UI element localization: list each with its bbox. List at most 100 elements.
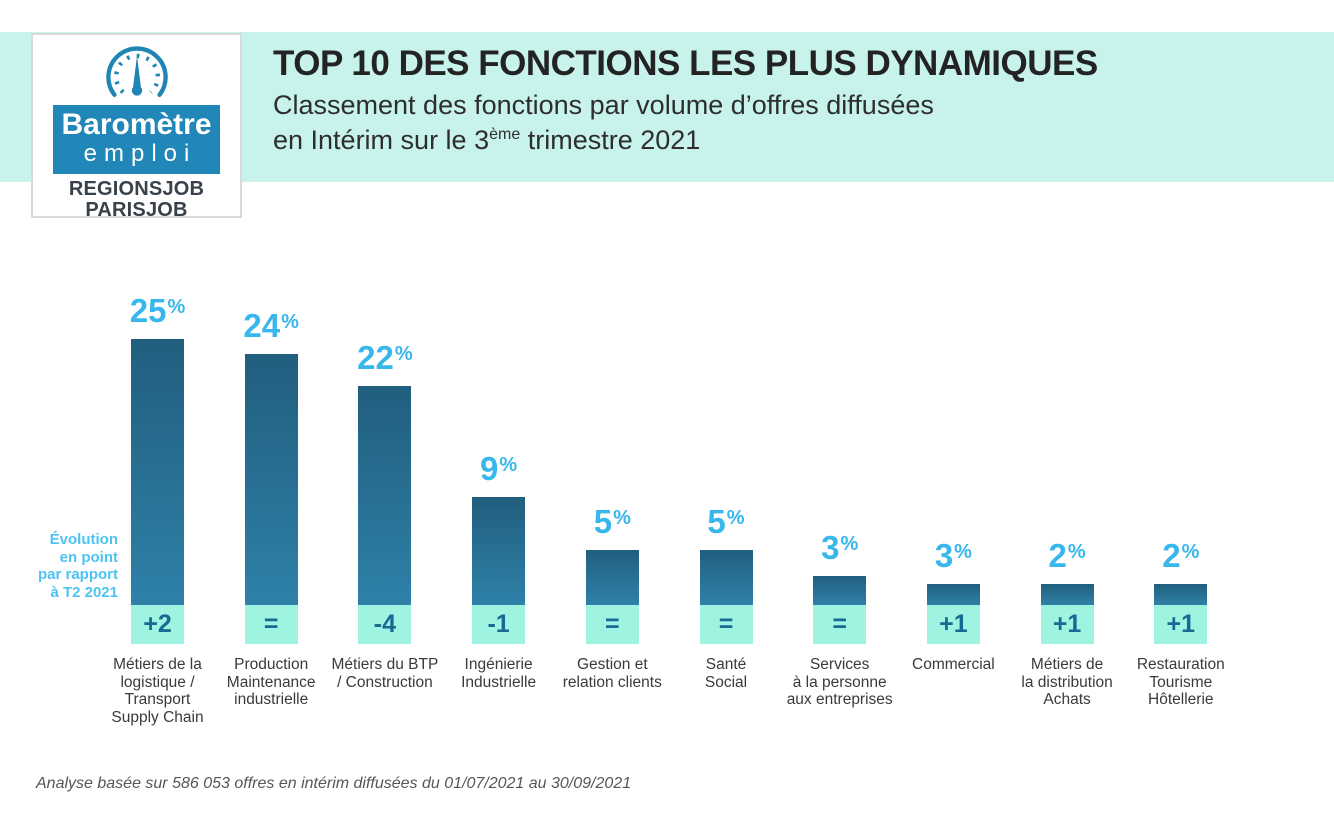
bar-value-number: 5 — [707, 503, 726, 540]
category-label: Métiers du BTP / Construction — [325, 656, 445, 691]
category-label: Gestion et relation clients — [552, 656, 672, 691]
bar — [926, 584, 980, 605]
bar-column: 22% -4 — [328, 290, 442, 644]
logo-brand-line2: PARISJOB — [85, 199, 188, 221]
bar-value-number: 3 — [934, 537, 954, 574]
bar — [1154, 584, 1208, 605]
category-label: Métiers de la distribution Achats — [1007, 656, 1127, 709]
bar-value-percent-sign: % — [394, 343, 413, 365]
bar-value-percent-sign: % — [613, 507, 631, 529]
category-label-line: / Construction — [337, 673, 433, 691]
category-label-line: Métiers du BTP — [331, 656, 439, 673]
evolution-axis-note: Évolution en point par rapport à T2 2021 — [0, 531, 118, 601]
page-title: TOP 10 DES FONCTIONS LES PLUS DYNAMIQUES — [273, 44, 1098, 83]
bar-column: 2% +1 — [1010, 290, 1124, 644]
evolution-badge-value: +1 — [1052, 610, 1082, 638]
category-label-line: la distribution — [1021, 673, 1113, 691]
bar-value-number: 3 — [821, 529, 840, 566]
bar-value-number: 24 — [243, 307, 281, 344]
evolution-badge-value: -4 — [373, 610, 396, 638]
bar-value-percent-sign: % — [167, 296, 186, 318]
category-label-line: Industrielle — [461, 673, 537, 691]
bar-column: 5% = — [669, 290, 783, 644]
evolution-badge: -4 — [358, 605, 412, 644]
category-label-line: logistique / — [120, 673, 195, 691]
evolution-badge: = — [813, 605, 867, 644]
bar-value-label: 24% — [243, 309, 299, 348]
category-label-line: Social — [704, 673, 748, 691]
category-label-line: Gestion et — [576, 656, 648, 673]
category-label-line: industrielle — [234, 691, 309, 708]
evolution-badge-value: = — [604, 610, 620, 638]
category-label-line: à la personne — [792, 673, 887, 691]
category-label: Métiers de la logistique / Transport Supply… — [98, 656, 218, 726]
bar — [699, 550, 753, 605]
bar-value-label: 3% — [935, 539, 972, 578]
category-label-line: Restauration — [1136, 656, 1225, 673]
evolution-axis-note-line: en point — [59, 548, 118, 566]
category-label: Services à la personne aux entreprises — [780, 656, 900, 709]
logo-brand: REGIONSJOB PARISJOB — [33, 179, 240, 221]
bar-value-number: 9 — [480, 450, 499, 487]
category-label-line: Supply Chain — [111, 708, 204, 726]
category-label-line: Commercial — [912, 656, 995, 673]
category-label: Commercial — [893, 656, 1013, 674]
bar-value-label: 2% — [1049, 539, 1086, 578]
category-label-line: Métiers de — [1030, 656, 1104, 673]
evolution-badge: = — [244, 605, 298, 644]
logo-title-line1: Baromètre — [61, 108, 212, 141]
evolution-axis-note-line: Évolution — [49, 531, 118, 548]
evolution-badge: = — [699, 605, 753, 644]
bar-value-label: 5% — [707, 505, 745, 544]
category-label: Production Maintenance industrielle — [211, 656, 331, 709]
bar-value-number: 2 — [1048, 537, 1067, 574]
bar-value-label: 5% — [594, 505, 631, 544]
category-label-line: Transport — [124, 691, 191, 708]
bar-value-label: 2% — [1162, 539, 1200, 578]
bar-column: 9% -1 — [442, 290, 556, 644]
category-label-line: Achats — [1043, 691, 1091, 708]
bar-value-percent-sign: % — [726, 507, 745, 529]
evolution-badge-value: +1 — [1166, 610, 1196, 638]
logo-brand-line1: REGIONSJOB — [68, 178, 205, 200]
evolution-badge: -1 — [472, 605, 526, 644]
evolution-badge-value: = — [832, 610, 847, 638]
category-label: Santé Social — [666, 656, 786, 691]
bar-value-label: 3% — [821, 531, 859, 570]
evolution-axis-note-line: à T2 2021 — [50, 583, 118, 601]
logo-plate: Baromètre emploi — [53, 105, 220, 174]
bar-value-percent-sign: % — [840, 533, 859, 555]
bar-value-percent-sign: % — [954, 541, 972, 563]
category-label-line: Production — [234, 656, 309, 673]
subtitle-line2-prefix: en Intérim sur le 3 — [273, 125, 490, 155]
bar-value-number: 25 — [129, 292, 167, 329]
bar-value-number: 2 — [1162, 537, 1181, 574]
subtitle-line1: Classement des fonctions par volume d’of… — [273, 90, 934, 120]
analysis-footnote: Analyse basée sur 586 053 offres en inté… — [36, 775, 632, 792]
category-label-line: Métiers de la — [113, 656, 202, 673]
evolution-badge: +1 — [1154, 605, 1208, 644]
bar-value-label: 22% — [357, 341, 413, 380]
category-label-line: relation clients — [562, 673, 662, 691]
bar-value-label: 9% — [480, 452, 518, 491]
evolution-badge-value: = — [718, 610, 734, 638]
bar-column: 25% +2 — [101, 290, 215, 644]
category-label-line: Santé — [705, 656, 747, 673]
barometre-emploi-logo: Baromètre emploi REGIONSJOB PARISJOB — [31, 33, 242, 221]
evolution-axis-note-line: par rapport — [37, 566, 118, 583]
page-subtitle: Classement des fonctions par volume d’of… — [273, 88, 1098, 158]
bar-column: 5% = — [555, 290, 669, 644]
category-label: Ingénierie Industrielle — [439, 656, 559, 691]
category-label-line: Maintenance — [226, 673, 316, 691]
subtitle-line2-suffix: trimestre 2021 — [520, 125, 701, 155]
bar — [131, 339, 184, 605]
bar-value-percent-sign: % — [1181, 541, 1200, 563]
category-label-line: Ingénierie — [464, 656, 533, 673]
bar — [585, 550, 639, 605]
evolution-badge: +1 — [926, 605, 980, 644]
category-label: Restauration Tourisme Hôtellerie — [1121, 656, 1241, 709]
category-label-line: aux entreprises — [786, 691, 893, 708]
category-label-line: Hôtellerie — [1148, 691, 1214, 708]
bar-value-percent-sign: % — [499, 454, 518, 476]
